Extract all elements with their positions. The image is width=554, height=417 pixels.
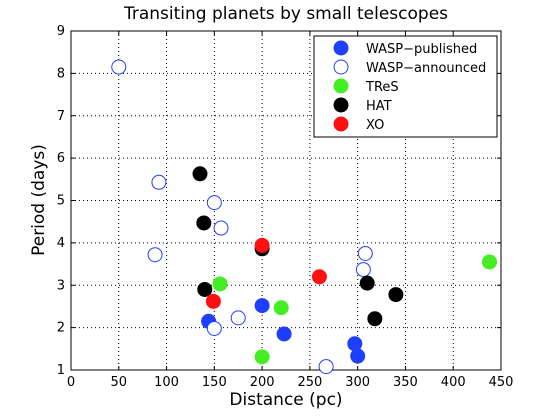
legend-marker xyxy=(333,59,349,75)
x-tick-label: 250 xyxy=(297,375,322,390)
legend-label: WASP−announced xyxy=(366,61,486,76)
y-tick-label: 8 xyxy=(57,66,65,81)
y-tick-label: 2 xyxy=(57,321,65,336)
data-point-series-3 xyxy=(388,287,404,303)
legend-label: TReS xyxy=(365,80,399,95)
data-point-series-1 xyxy=(357,245,373,261)
legend-marker xyxy=(333,116,349,132)
x-tick-label: 0 xyxy=(67,375,75,390)
data-point-series-1 xyxy=(355,262,371,278)
y-tick-label: 6 xyxy=(57,151,65,166)
y-tick-label: 3 xyxy=(57,278,65,293)
data-point-series-3 xyxy=(359,275,375,291)
x-tick-label: 200 xyxy=(250,375,275,390)
data-point-series-2 xyxy=(212,276,228,292)
legend-marker xyxy=(333,78,349,94)
data-point-series-3 xyxy=(192,166,208,182)
legend-label: HAT xyxy=(366,99,392,114)
data-point-series-4 xyxy=(205,293,221,309)
data-point-series-3 xyxy=(367,311,383,327)
x-tick-label: 300 xyxy=(345,375,370,390)
data-point-series-4 xyxy=(254,237,270,253)
data-point-series-0 xyxy=(254,298,270,314)
data-point-series-4 xyxy=(311,269,327,285)
data-point-series-1 xyxy=(213,220,229,236)
data-point-series-2 xyxy=(482,254,498,270)
legend-label: WASP−published xyxy=(366,42,477,57)
y-axis-title: Period (days) xyxy=(29,144,49,256)
data-point-series-1 xyxy=(206,195,222,211)
y-tick-label: 5 xyxy=(57,194,65,209)
legend-marker xyxy=(333,97,349,113)
data-point-series-1 xyxy=(206,320,222,336)
data-point-series-1 xyxy=(111,59,127,75)
y-tick-label: 4 xyxy=(57,236,65,251)
data-point-series-2 xyxy=(254,349,270,365)
data-point-series-0 xyxy=(276,326,292,342)
x-tick-label: 400 xyxy=(441,375,466,390)
data-point-series-1 xyxy=(230,310,246,326)
x-tick-label: 150 xyxy=(202,375,227,390)
x-tick-label: 450 xyxy=(489,375,514,390)
legend: WASP−published WASP−announced TReS HAT XO xyxy=(313,35,498,138)
x-axis-title: Distance (pc) xyxy=(229,390,342,410)
y-tick-label: 7 xyxy=(57,109,65,124)
data-point-series-0 xyxy=(347,336,363,352)
legend-marker xyxy=(333,40,349,56)
legend-label: XO xyxy=(366,118,384,133)
data-point-series-1 xyxy=(151,174,167,190)
chart-title: Transiting planets by small telescopes xyxy=(123,4,448,24)
data-point-series-1 xyxy=(147,247,163,263)
x-tick-label: 50 xyxy=(111,375,128,390)
data-points xyxy=(111,59,498,375)
data-point-series-2 xyxy=(273,300,289,316)
data-point-series-3 xyxy=(197,281,213,297)
y-tick-label: 9 xyxy=(57,24,65,39)
data-point-series-3 xyxy=(196,215,212,231)
data-point-series-0 xyxy=(350,348,366,364)
x-tick-label: 350 xyxy=(393,375,418,390)
axis-ticks: 0 50 100 150 200 250 300 350 400 450 1 2 3 4 5 6 7 8 9 xyxy=(57,24,514,390)
x-tick-label: 100 xyxy=(154,375,179,390)
y-tick-label: 1 xyxy=(57,363,65,378)
data-point-series-1 xyxy=(318,359,334,375)
